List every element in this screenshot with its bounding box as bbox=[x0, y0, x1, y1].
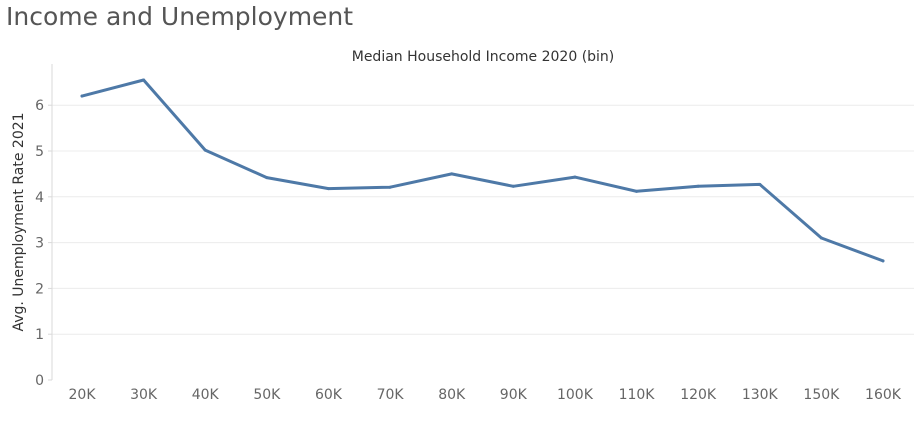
page-title: Income and Unemployment bbox=[6, 2, 354, 31]
chart-title: Median Household Income 2020 (bin) bbox=[352, 49, 615, 65]
x-tick-label: 100K bbox=[557, 387, 594, 403]
x-tick-label: 80K bbox=[438, 387, 466, 403]
x-tick-label: 20K bbox=[69, 387, 97, 403]
x-tick-label: 30K bbox=[130, 387, 158, 403]
x-tick-label: 70K bbox=[377, 387, 405, 403]
data-point bbox=[635, 189, 639, 193]
x-tick-label: 40K bbox=[192, 387, 220, 403]
y-axis-title: Avg. Unemployment Rate 2021 bbox=[11, 112, 27, 331]
data-point bbox=[203, 148, 207, 152]
data-point bbox=[388, 185, 392, 189]
x-tick-label: 150K bbox=[803, 387, 840, 403]
data-point bbox=[265, 176, 269, 180]
data-point bbox=[881, 259, 885, 263]
data-point bbox=[696, 184, 700, 188]
data-point bbox=[511, 184, 515, 188]
x-axis: 20K 30K 40K 50K 60K 70K 80K 90K 100K 110K 120K 130K… bbox=[69, 387, 902, 403]
data-series bbox=[80, 78, 885, 263]
y-tick-label: 2 bbox=[35, 281, 44, 297]
x-tick-label: 50K bbox=[253, 387, 281, 403]
data-point bbox=[819, 236, 823, 240]
data-point bbox=[80, 94, 84, 98]
x-tick-label: 160K bbox=[865, 387, 902, 403]
data-point bbox=[758, 182, 762, 186]
y-tick-label: 3 bbox=[35, 236, 44, 252]
y-axis: 0 1 2 3 4 5 6 bbox=[35, 64, 53, 389]
gridlines bbox=[52, 104, 914, 335]
data-point bbox=[326, 187, 330, 191]
data-point bbox=[450, 172, 454, 176]
x-tick-label: 60K bbox=[315, 387, 343, 403]
x-tick-label: 120K bbox=[680, 387, 717, 403]
y-tick-label: 6 bbox=[35, 98, 44, 114]
x-tick-label: 130K bbox=[742, 387, 779, 403]
y-tick-label: 1 bbox=[35, 327, 44, 343]
y-tick-label: 5 bbox=[35, 144, 44, 160]
y-tick-label: 0 bbox=[35, 373, 44, 389]
data-point bbox=[142, 78, 146, 82]
y-tick-label: 4 bbox=[35, 190, 44, 206]
data-point bbox=[573, 175, 577, 179]
x-tick-label: 110K bbox=[619, 387, 656, 403]
series-line bbox=[80, 78, 885, 263]
x-tick-label: 90K bbox=[500, 387, 528, 403]
